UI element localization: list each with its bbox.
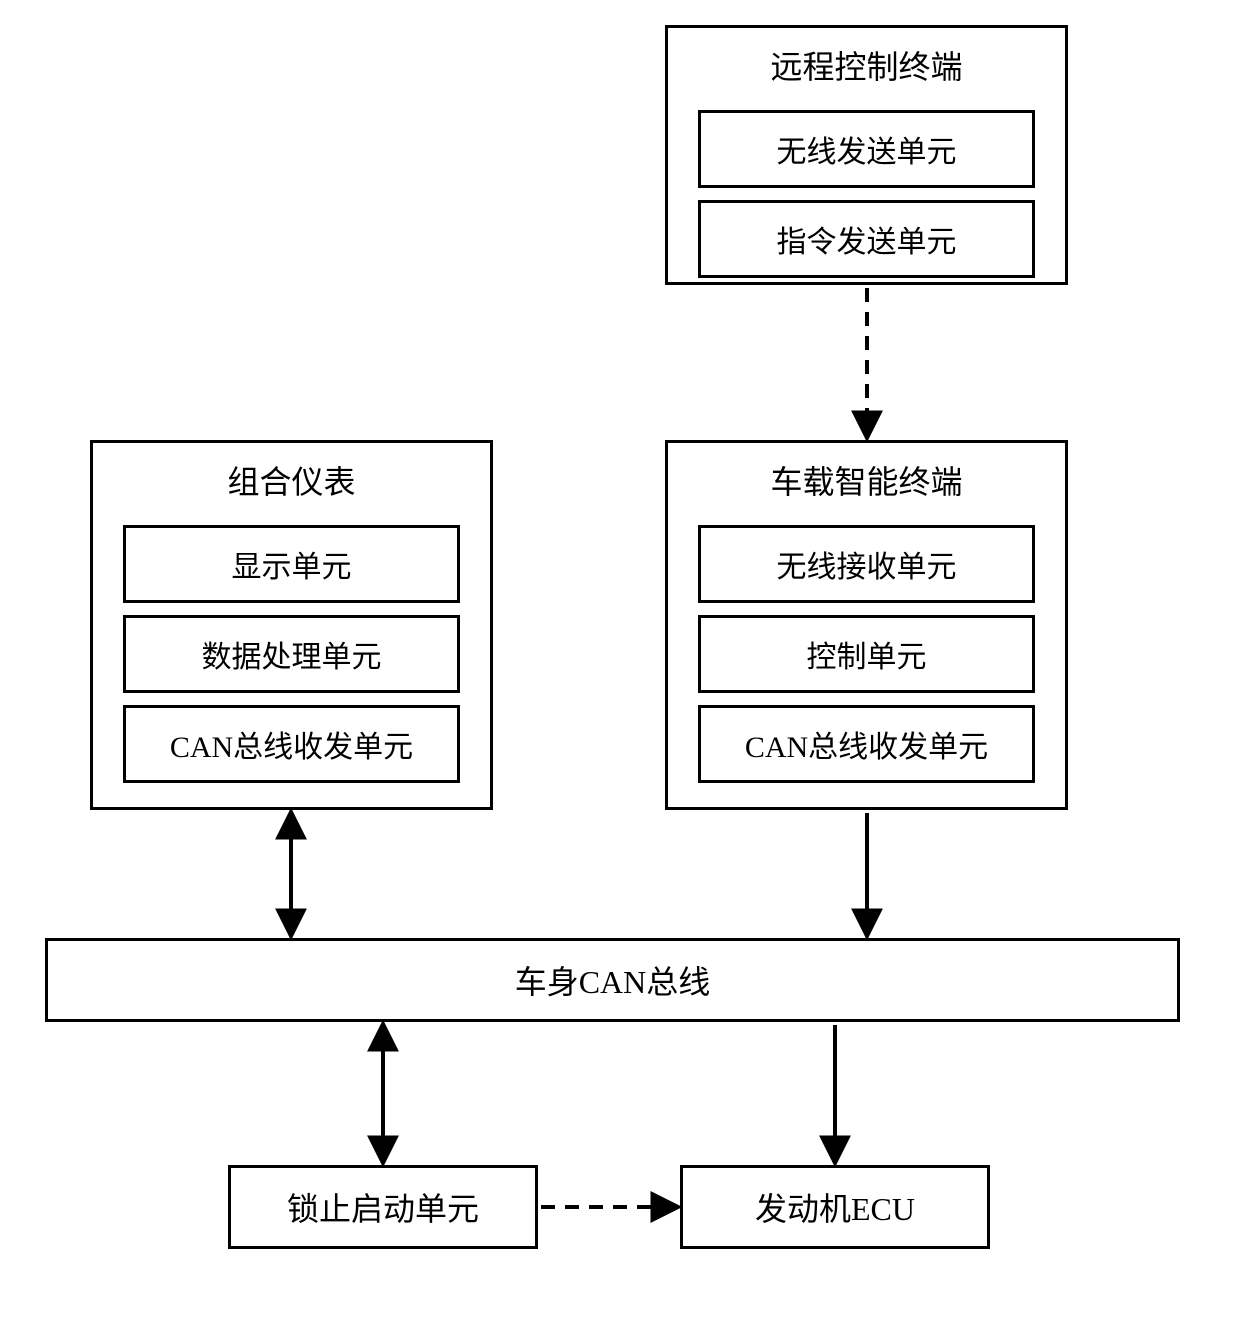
sub-unit-can-txrx-1: CAN总线收发单元 — [123, 705, 460, 783]
node-instrument-cluster-title: 组合仪表 — [93, 443, 490, 513]
sub-unit-wireless-recv: 无线接收单元 — [698, 525, 1035, 603]
node-engine-ecu-label: 发动机ECU — [755, 1184, 915, 1230]
node-vehicle-terminal-title: 车载智能终端 — [668, 443, 1065, 513]
node-engine-ecu: 发动机ECU — [680, 1165, 990, 1249]
node-remote-terminal-title: 远程控制终端 — [668, 28, 1065, 98]
sub-unit-control: 控制单元 — [698, 615, 1035, 693]
node-remote-terminal: 远程控制终端 无线发送单元 指令发送单元 — [665, 25, 1068, 285]
node-vehicle-terminal: 车载智能终端 无线接收单元 控制单元 CAN总线收发单元 — [665, 440, 1068, 810]
sub-unit-data-process: 数据处理单元 — [123, 615, 460, 693]
diagram-canvas: 远程控制终端 无线发送单元 指令发送单元 组合仪表 显示单元 数据处理单元 CA… — [0, 0, 1240, 1320]
node-instrument-cluster: 组合仪表 显示单元 数据处理单元 CAN总线收发单元 — [90, 440, 493, 810]
node-lock-start-unit-label: 锁止启动单元 — [287, 1184, 479, 1230]
node-lock-start-unit: 锁止启动单元 — [228, 1165, 538, 1249]
node-can-bus: 车身CAN总线 — [45, 938, 1180, 1022]
sub-unit-can-txrx-2: CAN总线收发单元 — [698, 705, 1035, 783]
sub-unit-command-send: 指令发送单元 — [698, 200, 1035, 278]
sub-unit-wireless-send: 无线发送单元 — [698, 110, 1035, 188]
node-can-bus-label: 车身CAN总线 — [515, 957, 711, 1003]
sub-unit-display: 显示单元 — [123, 525, 460, 603]
